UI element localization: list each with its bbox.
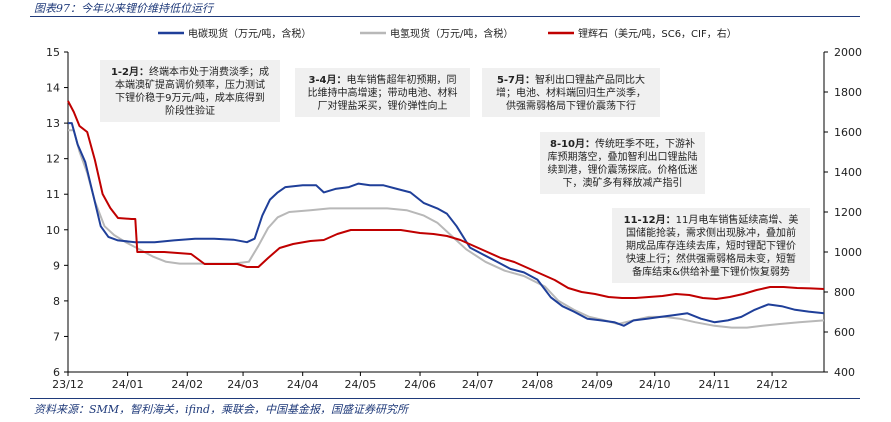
y-right-tick-label: 600 [834, 326, 855, 339]
legend-label-2: 锂辉石（美元/吨，SC6，CIF，右） [578, 27, 737, 40]
x-tick-label: 24/04 [287, 378, 319, 391]
annotation-text-0: 1-2月：终端本市处于消费淡季；成本端澳矿提高调价频率，压力测试下锂价稳于9万元… [111, 65, 269, 117]
y-left-tick-label: 6 [53, 366, 60, 379]
y-right-tick-label: 1400 [834, 166, 862, 179]
chart-series-lines [67, 100, 825, 329]
y-left-tick-label: 15 [46, 46, 60, 59]
y-left-tick-label: 11 [46, 188, 60, 201]
chart-axes: 6 7 8 9 10 11 12 13 14 15 400 600 800 1000 1200 1400 160… [46, 46, 862, 391]
x-tick-label: 24/07 [462, 378, 494, 391]
x-tick-label: 24/11 [698, 378, 730, 391]
x-tick-label: 24/06 [404, 378, 436, 391]
legend-label-1: 电氢现货（万元/吨，含税） [390, 27, 513, 40]
y-left-tick-label: 10 [46, 224, 60, 237]
series-line-1 [68, 129, 825, 329]
y-left-tick-label: 7 [53, 330, 60, 343]
source-divider [30, 398, 860, 399]
y-right-tick-label: 1600 [834, 126, 862, 139]
annotation-box-1 [295, 68, 470, 117]
title-divider [30, 16, 860, 17]
annotation-text-4: 11-12月：11月电车销售延续高增、美国储能抢装，需求侧出现脉冲，叠加前期成品… [624, 213, 799, 278]
y-left-tick-label: 13 [46, 117, 60, 130]
series-line-2 [67, 100, 825, 300]
figure-source: 资料来源：SMM，智利海关，ifind，乘联会，中国基金报，国盛证券研究所 [34, 403, 409, 416]
y-left-tick-label: 12 [46, 153, 60, 166]
y-right-tick-label: 1000 [834, 246, 862, 259]
x-tick-label: 24/09 [581, 378, 613, 391]
annotation-text-1: 3-4月：电车销售超年初预期，同比维持中高增速；带动电池、材料厂对锂盐采买，锂价… [308, 73, 458, 112]
y-right-tick-label: 2000 [834, 46, 862, 59]
y-right-tick-label: 800 [834, 286, 855, 299]
x-tick-label: 24/08 [522, 378, 554, 391]
annotation-text-3: 8-10月：传统旺季不旺，下游补库预期落空，叠加智利出口锂盐陆续到港，锂价震荡探… [548, 137, 698, 189]
y-right-tick-label: 400 [834, 366, 855, 379]
x-tick-label: 24/01 [112, 378, 144, 391]
x-tick-label: 24/05 [345, 378, 377, 391]
figure-title: 图表97：今年以来锂价维持低位运行 [34, 2, 213, 15]
chart-legend: 电碳现货（万元/吨，含税） 电氢现货（万元/吨，含税） 锂辉石（美元/吨，SC6，C… [158, 27, 737, 40]
legend-label-0: 电碳现货（万元/吨，含税） [188, 27, 311, 40]
x-tick-label: 24/03 [227, 378, 259, 391]
x-tick-label: 24/12 [756, 378, 788, 391]
y-left-tick-label: 8 [53, 295, 60, 308]
annotation-box-4 [612, 208, 810, 283]
x-tick-label: 23/12 [52, 378, 84, 391]
annotation-box-3 [540, 132, 705, 194]
annotation-box-0 [100, 60, 280, 122]
annotation-box-2 [482, 68, 660, 117]
annotation-text-2: 5-7月：智利出口锂盐产品同比大增；电池、材料端回归生产淡季，供强需弱格局下锂价… [496, 73, 646, 112]
series-line-0 [68, 122, 825, 327]
x-tick-label: 24/02 [171, 378, 203, 391]
y-left-tick-label: 9 [53, 259, 60, 272]
y-right-tick-label: 1800 [834, 86, 862, 99]
x-tick-label: 24/10 [639, 378, 671, 391]
y-right-tick-label: 1200 [834, 206, 862, 219]
y-left-tick-label: 14 [46, 82, 60, 95]
chart-annotations: 1-2月：终端本市处于消费淡季；成本端澳矿提高调价频率，压力测试下锂价稳于9万元… [100, 60, 810, 283]
